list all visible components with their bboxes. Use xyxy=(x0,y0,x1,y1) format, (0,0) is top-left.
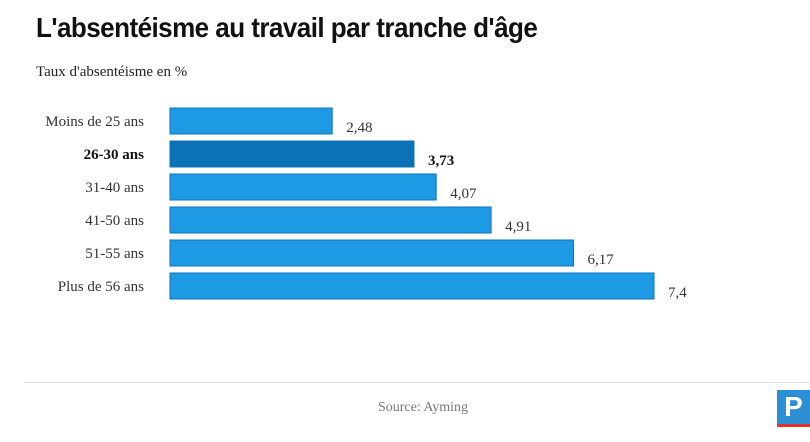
bar-51-55-ans[interactable] xyxy=(169,239,575,267)
value-label-moins-de-25-ans: 2,48 xyxy=(346,120,372,136)
bar-41-50-ans[interactable] xyxy=(169,206,492,234)
category-label-plus-de-56-ans: Plus de 56 ans xyxy=(58,279,144,295)
bar-31-40-ans[interactable] xyxy=(169,173,437,201)
value-label-plus-de-56-ans: 7,4 xyxy=(668,285,687,301)
source-note: Source: Ayming xyxy=(377,400,469,415)
chart-subtitle: Taux d'absentéisme en % xyxy=(36,64,188,80)
category-label-31-40-ans: 31-40 ans xyxy=(85,180,144,196)
bar-26-30-ans[interactable] xyxy=(169,140,415,168)
bar-plus-de-56-ans[interactable] xyxy=(169,272,655,300)
bar-moins-de-25-ans[interactable] xyxy=(169,107,333,135)
value-label-31-40-ans: 4,07 xyxy=(450,186,477,202)
value-label-51-55-ans: 6,17 xyxy=(588,252,615,268)
publisher-logo[interactable]: P xyxy=(777,390,810,424)
logo-underline xyxy=(777,424,810,427)
value-label-41-50-ans: 4,91 xyxy=(505,219,531,235)
category-label-41-50-ans: 41-50 ans xyxy=(85,213,144,229)
category-label-moins-de-25-ans: Moins de 25 ans xyxy=(45,114,144,130)
chart-title: L'absentéisme au travail par tranche d'â… xyxy=(36,12,538,43)
category-label-51-55-ans: 51-55 ans xyxy=(85,246,144,262)
bar-chart: Moins de 25 ans 2,48 26-30 ans 3,73 31-40 an… xyxy=(45,107,687,301)
footer-divider xyxy=(24,382,810,383)
value-label-26-30-ans: 3,73 xyxy=(428,153,454,169)
logo-letter: P xyxy=(784,391,803,422)
category-label-26-30-ans: 26-30 ans xyxy=(84,147,145,163)
